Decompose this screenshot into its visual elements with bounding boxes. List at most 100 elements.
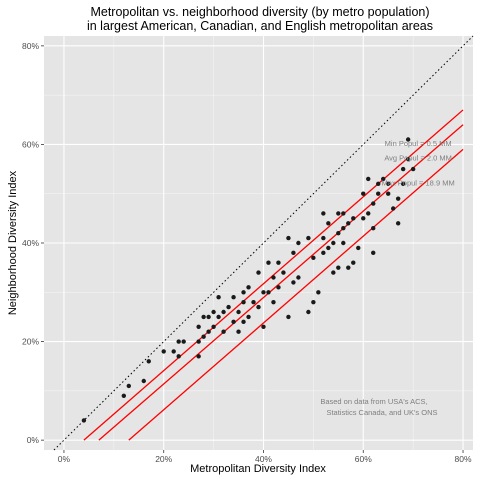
data-point [176, 354, 181, 359]
data-point [296, 240, 301, 246]
data-point [286, 314, 291, 320]
data-point [201, 314, 206, 320]
data-point [291, 250, 296, 256]
data-point [221, 309, 226, 315]
data-point [326, 221, 331, 226]
x-tick-label: 20% [155, 454, 172, 464]
data-point [266, 290, 271, 295]
data-point [346, 221, 351, 226]
data-point [296, 275, 301, 280]
source-note-line-2: Statistics Canada, and UK's ONS [326, 408, 437, 417]
data-points [81, 137, 416, 423]
data-point [271, 275, 276, 280]
data-point [361, 191, 366, 196]
data-point [246, 285, 251, 290]
data-point [371, 201, 376, 206]
series-label: Avg Popul = 2.0 MM [384, 154, 452, 163]
data-point [231, 319, 236, 325]
y-tick-label: 60% [22, 139, 39, 149]
data-point [171, 349, 176, 354]
data-point [336, 211, 341, 216]
data-point [256, 270, 261, 275]
data-point [226, 304, 231, 310]
series-labels: Min Popul = 0.5 MM Avg Popul = 2.0 MM Max … [382, 139, 455, 187]
series-label: Max Popul = 18.9 MM [382, 178, 455, 187]
chart-title-line-2: in largest American, Canadian, and Engli… [87, 19, 433, 33]
data-point [381, 176, 386, 182]
data-point [216, 295, 221, 300]
data-point [141, 378, 146, 384]
data-point [400, 166, 406, 172]
data-point [241, 290, 246, 295]
data-point [281, 270, 286, 275]
data-point [321, 211, 326, 216]
data-point [256, 304, 261, 310]
data-point [336, 265, 341, 270]
data-point [276, 285, 281, 290]
data-point [81, 418, 87, 423]
data-point [211, 324, 216, 329]
x-tick-label: 40% [255, 454, 272, 464]
x-tick-label: 80% [455, 454, 472, 464]
data-point [356, 245, 361, 251]
data-point [126, 383, 132, 389]
data-point [376, 191, 381, 196]
x-axis-title: Metropolitan Diversity Index [190, 463, 326, 475]
data-point [390, 206, 396, 211]
data-point [351, 216, 356, 221]
data-point [326, 245, 331, 251]
data-point [206, 314, 211, 320]
data-point [321, 250, 326, 256]
data-point [366, 211, 371, 216]
data-point [176, 339, 181, 344]
data-point [395, 196, 401, 201]
data-point [316, 290, 321, 295]
data-point [261, 290, 266, 295]
data-point [405, 137, 411, 142]
chart-title-line-1: Metropolitan vs. neighborhood diversity … [90, 5, 429, 19]
y-axis-title: Neighborhood Diversity Index [7, 170, 19, 315]
data-point [251, 299, 256, 305]
data-point [146, 359, 151, 364]
data-point [311, 299, 316, 305]
data-point [286, 235, 291, 241]
data-point [311, 255, 316, 260]
data-point [385, 191, 391, 196]
data-point [206, 329, 211, 334]
data-point [376, 181, 381, 187]
data-point [211, 309, 216, 315]
data-point [121, 393, 127, 398]
data-point [196, 324, 201, 329]
data-point [341, 240, 346, 246]
data-point [221, 329, 226, 334]
data-point [366, 176, 371, 182]
data-point [181, 339, 186, 344]
data-point [261, 324, 266, 329]
x-axis-ticks: 0% 20% 40% 60% 80% [58, 450, 472, 464]
source-note-line-1: Based on data from USA's ACS, [320, 397, 427, 406]
data-point [341, 211, 346, 216]
data-point [400, 181, 406, 187]
data-point [385, 181, 391, 187]
data-point [331, 270, 336, 275]
data-point [291, 280, 296, 285]
data-point [361, 216, 366, 221]
series-line [128, 148, 464, 441]
data-point [321, 235, 326, 241]
data-point [351, 260, 356, 265]
data-point [266, 260, 271, 265]
data-point [236, 329, 241, 334]
data-point [236, 309, 241, 315]
data-point [246, 314, 251, 320]
data-point [196, 339, 201, 344]
data-point [216, 314, 221, 320]
data-point [341, 226, 346, 231]
data-point [231, 295, 236, 300]
y-tick-label: 0% [27, 435, 40, 445]
data-point [346, 265, 351, 270]
data-point [410, 166, 416, 172]
data-point [405, 157, 411, 162]
series-lines [83, 109, 464, 441]
data-point [331, 240, 336, 246]
